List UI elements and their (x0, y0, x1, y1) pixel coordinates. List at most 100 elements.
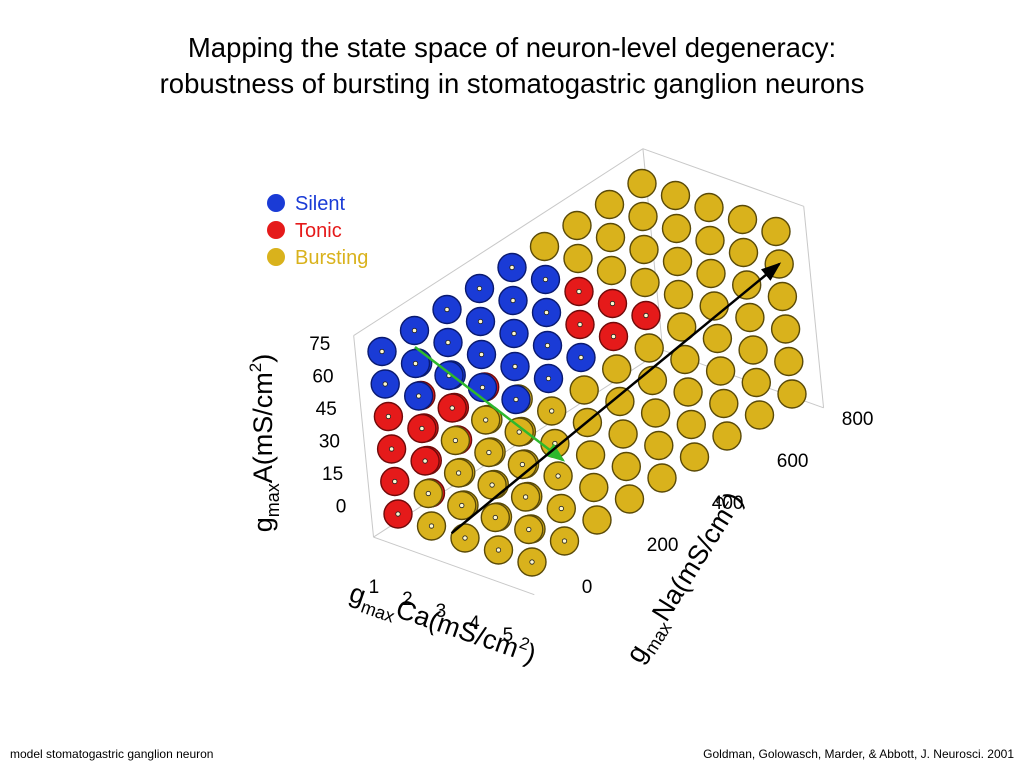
data-point-bursting (761, 216, 791, 247)
data-point-bursting (529, 231, 560, 262)
legend-item-tonic: Tonic (267, 220, 342, 242)
data-point-silent (400, 348, 431, 379)
data-point-bursting (579, 472, 609, 503)
title-line-1: Mapping the state space of neuron-level … (187, 32, 837, 63)
data-point-bursting (596, 255, 627, 286)
data-point-bursting (575, 440, 606, 470)
axis-label-a: gmaxA(mS/cm2) (246, 354, 283, 533)
data-point-silent (501, 384, 531, 415)
data-point-tonic (631, 300, 661, 331)
tick-label-na: 800 (842, 409, 874, 430)
data-point-tonic (565, 309, 595, 340)
data-point-tonic (376, 434, 407, 464)
data-point-bursting (670, 344, 700, 375)
data-point-bursting (667, 312, 697, 342)
data-point-bursting (443, 458, 474, 488)
data-point-bursting (676, 409, 706, 440)
data-point-bursting (514, 514, 544, 545)
data-point-bursting (483, 535, 514, 565)
data-point-bursting (563, 243, 593, 274)
data-point-bursting (732, 270, 762, 300)
data-point-bursting (661, 213, 692, 244)
data-point-bursting (595, 222, 626, 253)
tick-label-ca: 4 (469, 613, 480, 634)
data-point-silent (404, 381, 434, 411)
data-point-bursting (602, 354, 632, 384)
data-point-tonic (407, 413, 437, 444)
data-point-bursting (705, 356, 736, 386)
data-point-silent (367, 336, 397, 367)
data-point-tonic (410, 446, 440, 476)
legend: Silent Tonic Bursting (267, 193, 368, 269)
legend-label: Tonic (295, 220, 342, 242)
data-point-bursting (673, 377, 703, 407)
legend-item-bursting: Bursting (267, 247, 368, 269)
data-point-silent (464, 273, 495, 304)
data-point-bursting (770, 314, 801, 344)
legend-label: Bursting (295, 247, 368, 269)
data-point-silent (432, 294, 462, 325)
tick-label-ca: 5 (503, 625, 514, 646)
trend-arrows (414, 262, 782, 535)
data-point-bursting (696, 258, 726, 289)
data-point-bursting (694, 192, 724, 223)
tick-label-a: 30 (319, 431, 340, 452)
data-point-silent (533, 363, 564, 394)
data-point-bursting (608, 419, 638, 449)
box-edge (353, 148, 644, 337)
footer-citation: Goldman, Golowasch, Marder, & Abbott, J.… (703, 747, 1014, 761)
data-points (367, 168, 807, 577)
data-point-tonic (564, 276, 594, 307)
data-point-bursting (712, 421, 742, 451)
green-arrow (414, 346, 566, 462)
box-edge (353, 335, 375, 538)
data-point-bursting (647, 463, 677, 493)
data-point-bursting (569, 375, 599, 405)
box-edge (803, 206, 825, 408)
tick-label-ca: 3 (436, 601, 447, 622)
data-point-bursting (594, 189, 625, 220)
data-point-silent (433, 327, 463, 358)
data-point-bursting (450, 523, 480, 553)
data-point-bursting (630, 267, 660, 298)
tick-label-a: 0 (336, 496, 347, 517)
data-point-bursting (702, 323, 733, 354)
legend-marker (267, 248, 285, 266)
data-point-bursting (611, 451, 641, 482)
black-arrow (450, 262, 782, 535)
legend-label: Silent (295, 193, 345, 215)
data-point-tonic (383, 499, 413, 529)
data-point-bursting (562, 210, 592, 241)
tick-label-na: 200 (647, 535, 679, 556)
data-point-bursting (413, 478, 443, 509)
data-point-bursting (663, 279, 694, 310)
data-point-silent (399, 315, 430, 346)
data-point-silent (370, 369, 400, 399)
data-point-silent (465, 306, 496, 337)
data-point-bursting (727, 204, 758, 235)
box-edge (642, 148, 804, 207)
data-point-bursting (582, 505, 612, 535)
title-line-2: robustness of bursting in stomatogastric… (159, 68, 865, 99)
data-point-bursting (605, 386, 635, 417)
legend-item-silent: Silent (267, 193, 345, 215)
data-point-silent (498, 285, 528, 316)
data-point-bursting (738, 335, 768, 365)
data-point-bursting (767, 281, 798, 312)
data-point-bursting (627, 168, 657, 199)
data-point-bursting (660, 180, 691, 211)
data-point-bursting (546, 493, 576, 524)
data-point-bursting (679, 442, 710, 472)
data-point-tonic (597, 288, 628, 319)
data-point-bursting (629, 234, 659, 265)
data-point-bursting (637, 365, 668, 396)
data-point-silent (497, 252, 527, 283)
data-point-bursting (549, 526, 580, 556)
data-point-silent (499, 318, 529, 349)
box-edge (373, 536, 535, 596)
tick-label-na: 0 (582, 577, 593, 598)
tick-label-a: 15 (322, 464, 343, 485)
data-point-silent (532, 330, 563, 361)
